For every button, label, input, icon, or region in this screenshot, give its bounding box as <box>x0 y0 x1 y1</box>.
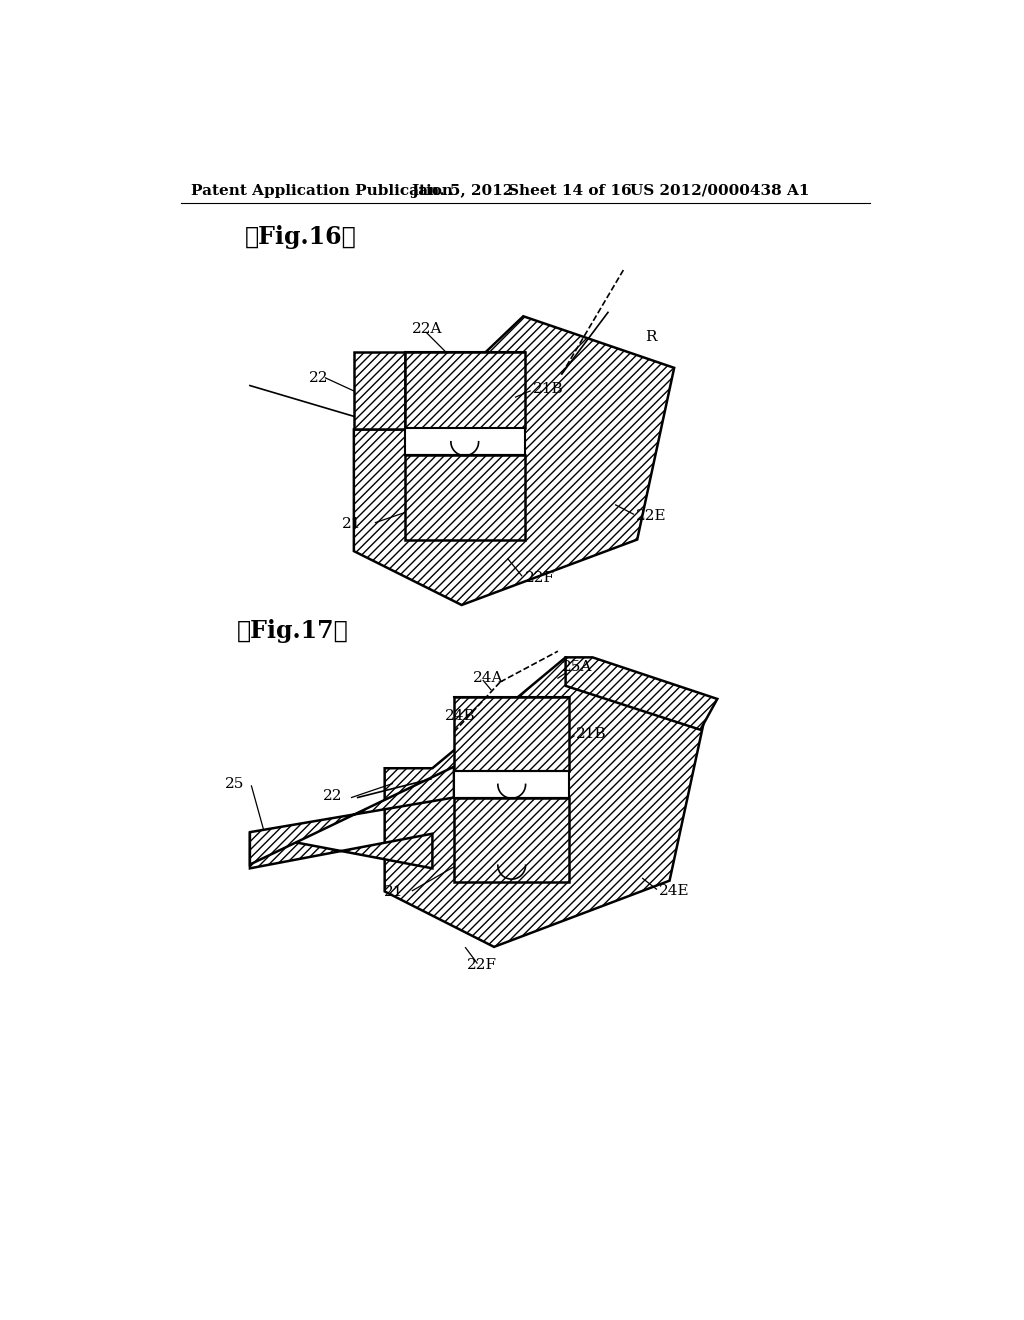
Polygon shape <box>354 352 404 429</box>
Text: 25A: 25A <box>562 660 592 673</box>
Text: 21: 21 <box>342 517 361 531</box>
Text: R: R <box>645 330 656 345</box>
Text: 25: 25 <box>225 776 245 791</box>
Polygon shape <box>385 657 707 946</box>
Text: 24A: 24A <box>473 671 504 685</box>
Polygon shape <box>454 697 569 771</box>
Text: 22: 22 <box>309 371 329 385</box>
Polygon shape <box>454 771 569 797</box>
Text: 22F: 22F <box>467 958 497 973</box>
Polygon shape <box>250 834 432 869</box>
Text: 22A: 22A <box>412 322 442 337</box>
Text: Patent Application Publication: Patent Application Publication <box>190 183 453 198</box>
Text: 22E: 22E <box>636 510 667 524</box>
Polygon shape <box>454 797 569 882</box>
Polygon shape <box>404 352 524 428</box>
Text: 21: 21 <box>384 886 403 899</box>
Polygon shape <box>250 767 454 865</box>
Polygon shape <box>354 317 674 605</box>
Text: 【Fig.16】: 【Fig.16】 <box>245 224 356 249</box>
Text: US 2012/0000438 A1: US 2012/0000438 A1 <box>630 183 809 198</box>
Text: 21B: 21B <box>532 383 563 396</box>
Text: 22: 22 <box>323 789 342 803</box>
Text: 24B: 24B <box>444 709 475 723</box>
Polygon shape <box>565 657 717 730</box>
Polygon shape <box>404 428 524 455</box>
Text: Jan. 5, 2012: Jan. 5, 2012 <box>412 183 514 198</box>
Text: 22F: 22F <box>524 572 555 585</box>
Text: Sheet 14 of 16: Sheet 14 of 16 <box>508 183 632 198</box>
Text: 21B: 21B <box>575 727 606 742</box>
Text: 【Fig.17】: 【Fig.17】 <box>237 619 348 643</box>
Polygon shape <box>404 455 524 540</box>
Text: 24E: 24E <box>658 884 689 899</box>
